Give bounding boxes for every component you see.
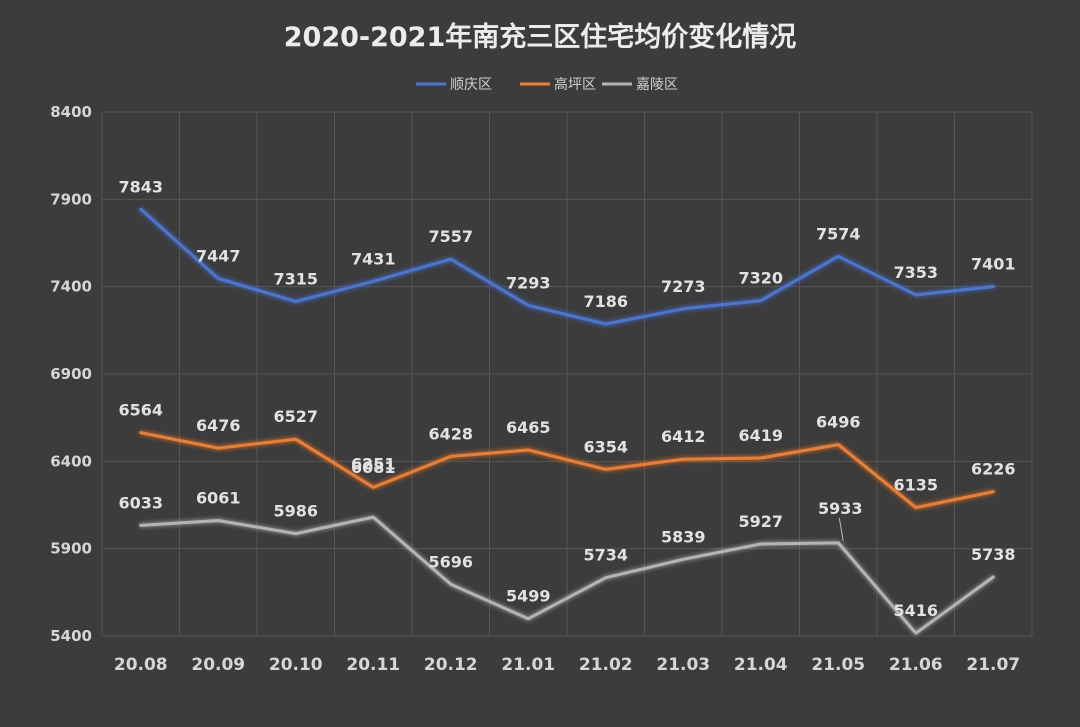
y-tick-label: 7900	[50, 190, 92, 208]
x-tick-label: 21.04	[734, 655, 788, 675]
legend: 顺庆区 高坪区 嘉陵区	[416, 76, 678, 93]
data-label-gaoping: 6354	[583, 437, 628, 456]
data-label-jialing: 5499	[506, 587, 551, 606]
x-tick-label: 20.09	[191, 655, 245, 675]
data-label-jialing: 5927	[738, 512, 783, 531]
data-label-jialing: 5738	[971, 545, 1016, 564]
data-label-shunqing: 7431	[351, 249, 396, 268]
data-label-shunqing: 7447	[196, 246, 241, 265]
x-axis: 20.08 20.09 20.10 20.11 20.12 21.01 21.02 21.03…	[114, 655, 1020, 675]
data-label-gaoping: 6419	[738, 426, 783, 445]
x-tick-label: 20.12	[424, 655, 478, 675]
data-label-shunqing: 7293	[506, 273, 551, 292]
y-tick-label: 6400	[50, 452, 92, 470]
data-label-gaoping: 6496	[816, 413, 861, 432]
data-label-shunqing: 7273	[661, 277, 706, 296]
data-label-jialing: 5734	[583, 546, 628, 565]
data-labels: 7843 7447 7315 7431 7557 7293 7186 7273 7320 7574…	[118, 177, 1015, 620]
data-label-jialing: 6061	[196, 489, 241, 508]
y-axis: 5400 5900 6400 6900 7400 7900 8400	[50, 103, 92, 645]
x-tick-label: 20.08	[114, 655, 168, 675]
data-label-shunqing: 7574	[816, 224, 861, 243]
data-label-jialing: 6081	[351, 458, 396, 477]
y-tick-label: 5400	[50, 627, 92, 645]
y-tick-label: 8400	[50, 103, 92, 121]
data-label-gaoping: 6465	[506, 418, 551, 437]
legend-label-jialing: 嘉陵区	[636, 77, 678, 93]
legend-label-shunqing: 顺庆区	[450, 77, 492, 93]
data-label-gaoping: 6428	[428, 424, 473, 443]
data-label-shunqing: 7353	[893, 263, 938, 282]
data-label-jialing: 5933	[818, 499, 863, 518]
x-tick-label: 20.10	[269, 655, 323, 675]
data-label-gaoping: 6412	[661, 427, 706, 446]
data-label-jialing: 5416	[893, 601, 938, 620]
chart-title: 2020-2021年南充三区住宅均价变化情况	[284, 21, 797, 53]
data-label-shunqing: 7315	[273, 270, 318, 289]
data-label-shunqing: 7401	[971, 254, 1016, 273]
y-tick-label: 6900	[50, 365, 92, 383]
data-label-jialing: 6033	[118, 493, 163, 512]
x-tick-label: 21.07	[966, 655, 1020, 675]
data-label-gaoping: 6564	[118, 401, 163, 420]
data-label-gaoping: 6476	[196, 416, 241, 435]
x-tick-label: 21.06	[889, 655, 943, 675]
y-tick-label: 7400	[50, 278, 92, 296]
data-label-shunqing: 7843	[118, 177, 163, 196]
data-label-shunqing: 7186	[583, 292, 628, 311]
data-label-jialing: 5986	[273, 502, 318, 521]
series-line-gaoping	[139, 431, 995, 510]
data-label-gaoping: 6527	[273, 407, 318, 426]
series-line-shunqing	[139, 207, 995, 326]
series-lines	[139, 207, 995, 635]
x-tick-label: 21.05	[811, 655, 865, 675]
data-label-shunqing: 7320	[738, 269, 783, 288]
x-tick-label: 21.03	[656, 655, 710, 675]
data-label-gaoping: 6251	[351, 454, 396, 473]
x-tick-label: 21.02	[579, 655, 633, 675]
series-line-jialing	[139, 515, 995, 635]
data-label-gaoping: 6226	[971, 460, 1016, 479]
gridlines	[101, 111, 1033, 637]
y-tick-label: 5900	[50, 540, 92, 558]
x-tick-label: 21.01	[501, 655, 555, 675]
legend-label-gaoping: 高坪区	[554, 76, 596, 93]
data-label-shunqing: 7557	[428, 227, 473, 246]
x-tick-label: 20.11	[346, 655, 400, 675]
data-label-gaoping: 6135	[893, 476, 938, 495]
data-label-jialing: 5696	[428, 552, 473, 571]
label-leader-line	[838, 517, 844, 541]
data-label-jialing: 5839	[661, 527, 706, 546]
